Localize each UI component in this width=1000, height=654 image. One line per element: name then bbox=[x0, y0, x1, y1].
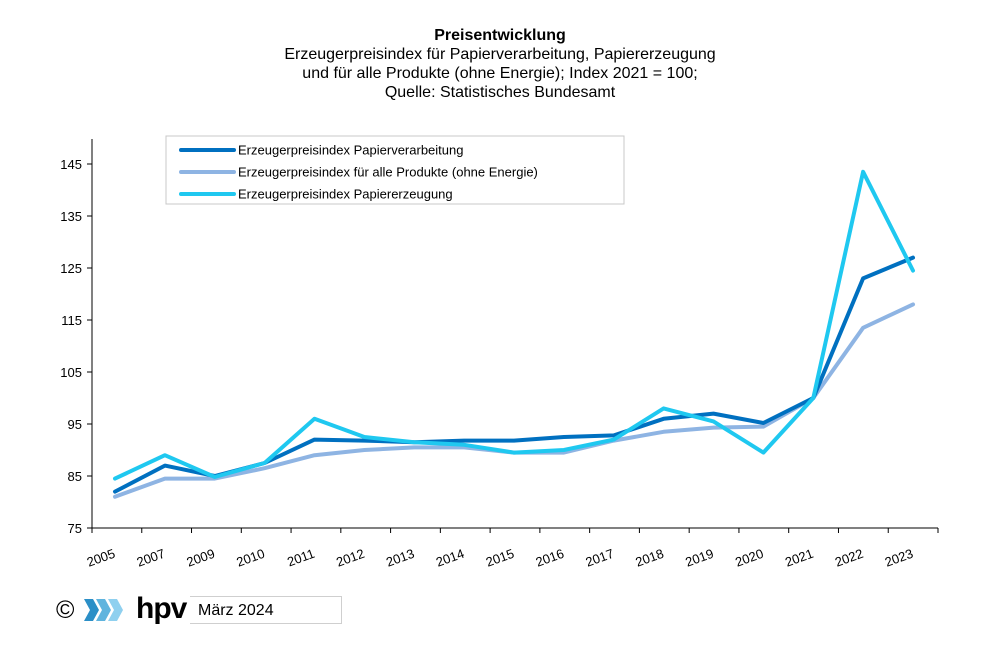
x-tick-label: 2023 bbox=[883, 546, 915, 570]
y-tick-label: 95 bbox=[68, 417, 82, 432]
legend-label-3: Erzeugerpreisindex Papiererzeugung bbox=[238, 187, 453, 202]
x-tick-label: 2017 bbox=[583, 546, 615, 570]
x-tick-label: 2012 bbox=[334, 546, 366, 570]
series-line-2 bbox=[113, 302, 915, 499]
x-tick-label: 2022 bbox=[833, 546, 865, 570]
x-tick-label: 2010 bbox=[234, 546, 266, 570]
y-tick-label: 105 bbox=[60, 365, 82, 380]
chart-subtitle-line-3: Quelle: Statistisches Bundesamt bbox=[384, 84, 616, 101]
chart-subtitle-line-2: und für alle Produkte (ohne Energie); In… bbox=[302, 65, 698, 82]
legend-box bbox=[165, 135, 625, 205]
y-tick-label: 115 bbox=[61, 313, 82, 328]
x-tick-label: 2007 bbox=[135, 546, 167, 570]
legend-label-1: Erzeugerpreisindex Papierverarbeitung bbox=[238, 143, 463, 158]
chart-titles: Preisentwicklung Erzeugerpreisindex für … bbox=[0, 26, 1000, 102]
x-tick-label: 2019 bbox=[683, 546, 715, 570]
x-tick-label: 2014 bbox=[434, 546, 466, 570]
x-tick-label: 2015 bbox=[484, 546, 516, 570]
y-tick-label: 145 bbox=[60, 157, 82, 172]
series-line-3 bbox=[113, 169, 915, 481]
y-tick-label: 125 bbox=[60, 261, 82, 276]
x-tick-label: 2011 bbox=[285, 546, 316, 570]
y-tick-label: 135 bbox=[60, 209, 82, 224]
x-tick-label: 2009 bbox=[184, 546, 216, 570]
legend-label-2: Erzeugerpreisindex für alle Produkte (oh… bbox=[238, 165, 538, 180]
footer: © hpv März 2024 bbox=[56, 592, 346, 626]
copyright-symbol: © bbox=[56, 596, 75, 624]
x-tick-label: 2013 bbox=[384, 546, 416, 570]
x-tick-label: 2016 bbox=[534, 546, 566, 570]
y-tick-label: 85 bbox=[68, 469, 82, 484]
hpv-chevron-logo-icon bbox=[84, 599, 123, 621]
brand-logo-text: hpv bbox=[136, 592, 187, 625]
series-line-1 bbox=[113, 255, 915, 494]
y-tick-label: 75 bbox=[68, 521, 82, 536]
x-tick-label: 2005 bbox=[85, 546, 117, 570]
date-label: März 2024 bbox=[190, 596, 342, 624]
x-tick-label: 2021 bbox=[783, 546, 815, 570]
chart-title: Preisentwicklung bbox=[434, 27, 566, 44]
x-tick-label: 2018 bbox=[633, 546, 665, 570]
x-tick-label: 2020 bbox=[733, 546, 765, 570]
chart-subtitle-line-1: Erzeugerpreisindex für Papierverarbeitun… bbox=[284, 46, 716, 63]
